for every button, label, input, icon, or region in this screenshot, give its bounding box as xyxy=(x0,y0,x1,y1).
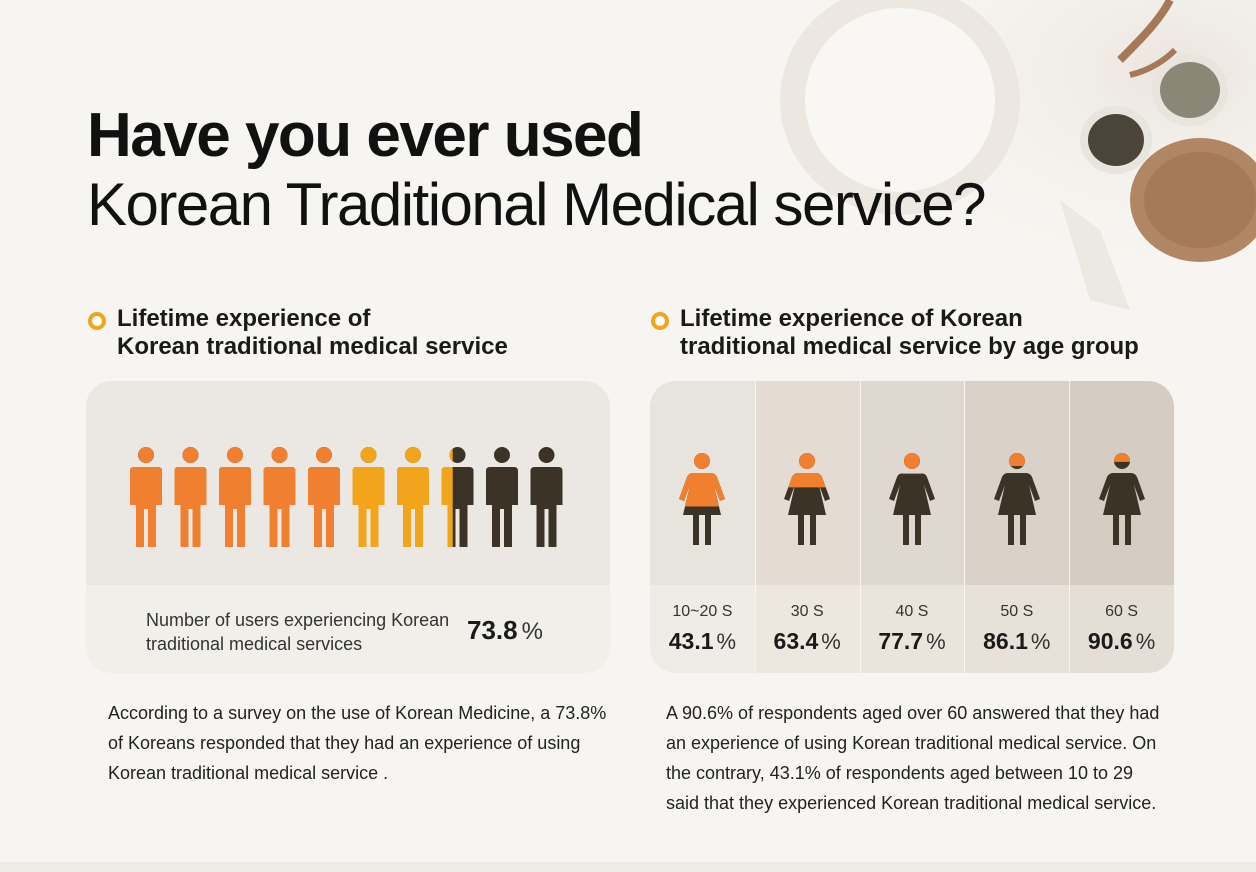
right-section-heading: Lifetime experience of Korean traditiona… xyxy=(680,305,1139,361)
age-group-card: 10~20 S 43.1% 30 S 63.4% 40 S 77.7% 50 S 86.1% 6… xyxy=(650,381,1174,673)
age-percent-number: 90.6 xyxy=(1087,628,1133,654)
age-group-column: 10~20 S 43.1% xyxy=(650,381,755,673)
age-group-value: 63.4% xyxy=(755,628,860,655)
left-heading-line1: Lifetime experience of xyxy=(117,305,371,332)
column-divider xyxy=(859,381,861,673)
left-description: According to a survey on the use of Kore… xyxy=(108,703,607,783)
column-divider xyxy=(964,381,966,673)
age-stat-panel xyxy=(964,585,1070,673)
woman-figure-icon xyxy=(888,453,935,545)
age-stat-panel xyxy=(754,585,860,673)
right-heading-line2: traditional medical service by age group xyxy=(680,333,1139,360)
age-group-column: 60 S 90.6% xyxy=(1069,381,1174,673)
age-group-label: 10~20 S xyxy=(672,603,733,620)
woman-figure-icon xyxy=(784,453,831,545)
page-title-line2: Korean Traditional Medical service? xyxy=(87,171,986,238)
person-icon xyxy=(308,447,340,547)
person-icon xyxy=(441,447,474,547)
age-group-column: 40 S 77.7% xyxy=(859,381,965,673)
person-icon xyxy=(219,447,251,547)
age-percent-unit: % xyxy=(1135,629,1156,654)
lifetime-experience-card: Number of users experiencing Korean trad… xyxy=(86,381,610,673)
age-percent-number: 86.1 xyxy=(983,628,1028,654)
age-percent-number: 77.7 xyxy=(878,628,924,654)
age-stat-panel xyxy=(650,585,755,673)
column-divider xyxy=(754,381,756,673)
age-percent-unit: % xyxy=(926,629,946,654)
age-stat-panel xyxy=(859,585,965,673)
users-percent-number: 73.8 xyxy=(467,615,518,645)
person-icon xyxy=(530,447,563,547)
woman-figure-icon xyxy=(993,453,1040,545)
users-percent-unit: % xyxy=(521,618,543,645)
age-group-value: 43.1% xyxy=(650,628,755,655)
age-group-column: 30 S 63.4% xyxy=(754,381,860,673)
age-percent-unit: % xyxy=(716,629,737,654)
person-icon xyxy=(352,447,385,547)
age-stat-panel xyxy=(1069,585,1174,673)
person-icon xyxy=(174,447,207,547)
people-pictogram xyxy=(130,447,563,547)
person-icon xyxy=(486,447,518,547)
age-percent-unit: % xyxy=(821,629,841,654)
age-percent-number: 43.1 xyxy=(668,628,714,654)
left-heading-line2: Korean traditional medical service xyxy=(117,333,508,360)
age-percent-number: 63.4 xyxy=(773,628,819,654)
age-group-value: 77.7% xyxy=(860,628,965,655)
age-group-label: 60 S xyxy=(1105,603,1139,620)
users-stat-panel xyxy=(86,585,610,673)
age-group-value: 86.1% xyxy=(964,628,1069,655)
woman-figure-icon xyxy=(1098,453,1145,545)
page-title-line1: Have you ever used xyxy=(87,101,644,170)
age-group-value: 90.6% xyxy=(1069,628,1174,655)
person-icon xyxy=(263,447,296,547)
person-icon xyxy=(130,447,162,547)
footer-band xyxy=(0,862,1256,872)
column-divider xyxy=(1069,381,1071,673)
age-group-label: 40 S xyxy=(895,603,929,620)
right-heading-line1: Lifetime experience of Korean xyxy=(680,305,1023,332)
right-description: A 90.6% of respondents aged over 60 answ… xyxy=(666,703,1160,813)
age-group-label: 30 S xyxy=(790,603,824,620)
bullet-circle-icon xyxy=(88,312,106,330)
people-panel xyxy=(86,381,610,585)
age-group-column: 50 S 86.1% xyxy=(964,381,1070,673)
woman-figure-icon xyxy=(679,453,726,545)
left-section-heading: Lifetime experience of Korean traditiona… xyxy=(117,305,508,361)
users-value: 73.8% xyxy=(467,615,543,646)
age-group-label: 50 S xyxy=(1000,603,1034,620)
bullet-circle-icon xyxy=(651,312,669,330)
age-percent-unit: % xyxy=(1030,629,1051,654)
person-icon xyxy=(397,447,429,547)
users-label: Number of users experiencing Korean trad… xyxy=(146,610,450,654)
